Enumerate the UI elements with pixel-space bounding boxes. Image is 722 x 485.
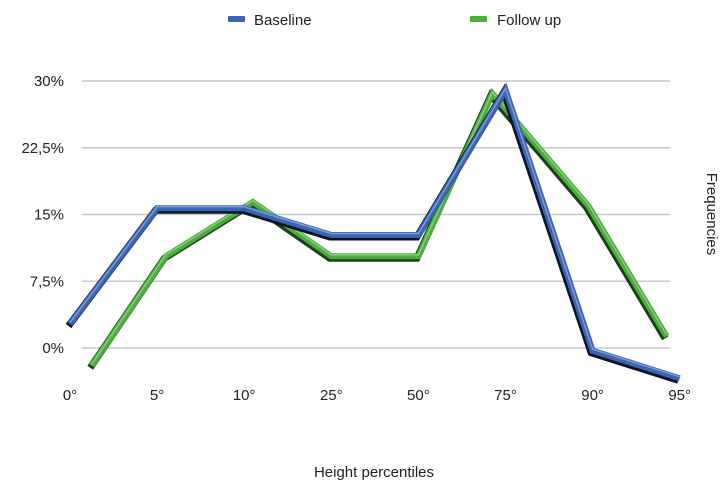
y-tick-label: 15%	[34, 207, 64, 224]
legend-label-baseline: Baseline	[254, 12, 312, 29]
series-highlight-baseline	[69, 86, 680, 378]
x-tick-label: 95°	[668, 387, 691, 404]
series-highlight-follow-up	[91, 90, 668, 365]
legend: Baseline Follow up	[228, 12, 561, 29]
x-tick-label: 5°	[150, 387, 164, 404]
x-axis-ticks: 0° 5° 10° 25° 50° 75° 90° 95°	[63, 387, 691, 404]
x-tick-label: 75°	[494, 387, 517, 404]
gridlines	[82, 80, 670, 349]
series-line-baseline	[67, 82, 681, 382]
x-tick-label: 90°	[581, 387, 604, 404]
x-axis-title: Height percentiles	[314, 464, 434, 481]
x-tick-label: 0°	[63, 387, 77, 404]
y-tick-label: 0%	[42, 340, 64, 357]
y-axis-title: Frequencies	[703, 173, 720, 256]
y-tick-label: 30%	[34, 73, 64, 90]
x-tick-label: 10°	[233, 387, 256, 404]
x-tick-label: 50°	[407, 387, 430, 404]
y-tick-label: 7,5%	[30, 273, 64, 290]
legend-label-follow-up: Follow up	[497, 12, 561, 29]
series-line-follow-up	[89, 87, 670, 368]
y-tick-label: 22,5%	[21, 140, 64, 157]
x-tick-label: 25°	[320, 387, 343, 404]
legend-swatch-follow-up	[470, 16, 487, 22]
legend-swatch-baseline	[228, 16, 245, 22]
series-lines	[65, 82, 681, 384]
y-axis-ticks: 0% 7,5% 15% 22,5% 30%	[21, 73, 64, 357]
